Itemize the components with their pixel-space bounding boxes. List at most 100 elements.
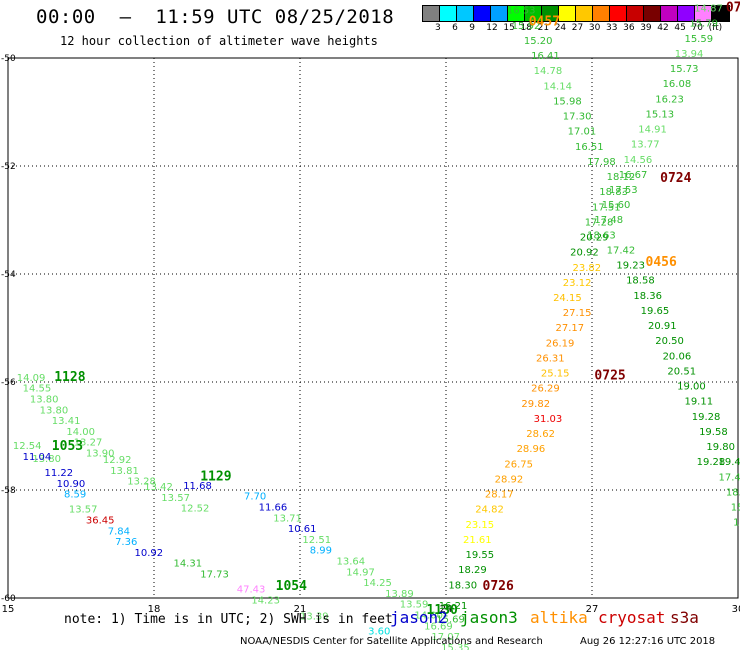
color-scale-label: 45 [674,23,686,33]
wave-height-value: 14.31 [173,559,202,570]
color-swatch [440,6,457,21]
y-tick-label: -52 [1,162,16,172]
wave-height-value: 14.23 [251,595,280,606]
wave-height-value: 28.17 [485,490,514,501]
color-swatch [457,6,474,21]
wave-height-value: 15.60 [602,200,631,211]
color-swatch [576,6,593,21]
wave-height-value: 11.68 [183,481,212,492]
color-swatch [423,6,440,21]
wave-height-value: 15.13 [646,109,675,120]
color-swatch [593,6,610,21]
color-scale-label: 42 [657,23,669,33]
wave-height-value: 13.94 [675,49,704,60]
color-scale-label: 30 [588,23,601,33]
color-scale-labels: 3 6 9 12 15 18 21 24 27 30 33 36 39 42 45 70 (ft) [422,23,740,35]
color-swatch [678,6,695,21]
pass-time-label: 1130 [427,603,458,618]
wave-height-value: 13.28 [127,477,156,488]
wave-height-value: 17.42 [607,245,636,256]
wave-height-value: 19.23 [616,261,645,272]
wave-height-value: 10.92 [135,548,164,559]
wave-height-value: 15.20 [524,36,553,47]
legend-jason3: jason3 [460,608,518,627]
pass-time-label: 0457 [529,15,560,30]
wave-height-value: 19.28 [697,457,726,468]
wave-height-value: 23.15 [465,520,494,531]
wave-height-value: 14.25 [363,578,392,589]
legend-s3a: s3a [670,608,699,627]
wave-height-value: 18.29 [458,565,487,576]
wave-height-value: 14.00 [414,611,443,622]
color-scale-label: 27 [571,23,584,33]
wave-height-value: 16.53 [507,6,536,17]
wave-height-value: 20.29 [580,233,609,244]
wave-height-value: 13.80 [32,454,61,465]
note-text: note: 1) Time is in UTC; 2) SWH is in fe… [64,612,393,627]
wave-height-value: 14.78 [534,66,563,77]
x-tick-label: 24 [440,604,453,615]
x-tick-label: 15 [2,604,15,615]
wave-height-value: 19.80 [706,442,735,453]
wave-height-value: 26.31 [536,353,565,364]
pass-time-label: 0725 [594,368,625,383]
wave-height-value: 12.51 [302,535,331,546]
y-tick-label: -58 [1,486,16,496]
wave-height-value: 17.98 [587,157,616,168]
wave-height-value: 36.45 [86,515,115,526]
color-scale-label: (ft) [708,23,723,33]
color-scale-label: 15 [503,23,515,33]
wave-height-value: 14.55 [23,384,52,395]
wave-height-value: 11.66 [259,503,288,514]
wave-height-value: 13.77 [631,140,660,151]
color-scale-label: 6 [452,23,458,33]
color-swatch [695,6,712,21]
wave-height-value: 28.92 [495,474,524,485]
wave-height-value: 28.96 [517,444,546,455]
wave-height-value: 27.15 [563,308,592,319]
legend-jason2: jason2 [390,608,448,627]
x-tick-label: 21 [294,604,307,615]
wave-height-value: 11.04 [23,452,52,463]
x-tick-label: 18 [148,604,161,615]
wave-height-value: 25.15 [541,369,570,380]
wave-height-value: 7.84 [108,526,130,537]
wave-height-value: 13.39 [300,612,329,623]
wave-height-value: 12.92 [103,455,132,466]
wave-height-value: 15.35 [441,643,470,650]
wave-height-value: 11.22 [45,468,74,479]
wave-height-value: 16.08 [663,79,692,90]
wave-height-value: 8.59 [64,490,86,501]
color-scale-label: 70 [691,23,703,33]
wave-height-value: 14.87 [694,4,723,15]
wave-height-value: 29.82 [521,399,550,410]
wave-height-value: 18.01 [726,487,740,498]
color-swatch [508,6,525,21]
pass-time-label: 1129 [200,469,231,484]
color-swatch [644,6,661,21]
wave-height-value: 16.41 [531,51,560,62]
color-swatch [661,6,678,21]
pass-time-label: 1128 [54,370,85,385]
wave-height-value: 18.36 [633,291,662,302]
color-scale-label: 9 [469,23,475,33]
pass-time-label: 072 [726,1,740,16]
pass-time-label: 1054 [276,579,307,594]
wave-height-value: 23.12 [563,278,592,289]
wave-height-value: 16.23 [655,94,684,105]
wave-height-value: 20.91 [648,321,677,332]
wave-height-value: 13.90 [86,449,115,460]
wave-height-value: 19.44 [719,457,740,468]
color-swatch [712,6,729,21]
legend-cryosat: cryosat [598,608,666,627]
wave-height-value: 14.97 [346,567,375,578]
wave-height-value: 20.92 [570,248,599,259]
wave-height-value: 17.48 [594,215,623,226]
wave-height-value: 7.70 [244,492,266,503]
wave-height-value: 17.44 [719,472,740,483]
legend-altika: altika [530,608,588,627]
wave-height-value: 20.51 [667,366,696,377]
color-scale-bar [422,5,730,22]
wave-height-value: 14.00 [66,427,95,438]
